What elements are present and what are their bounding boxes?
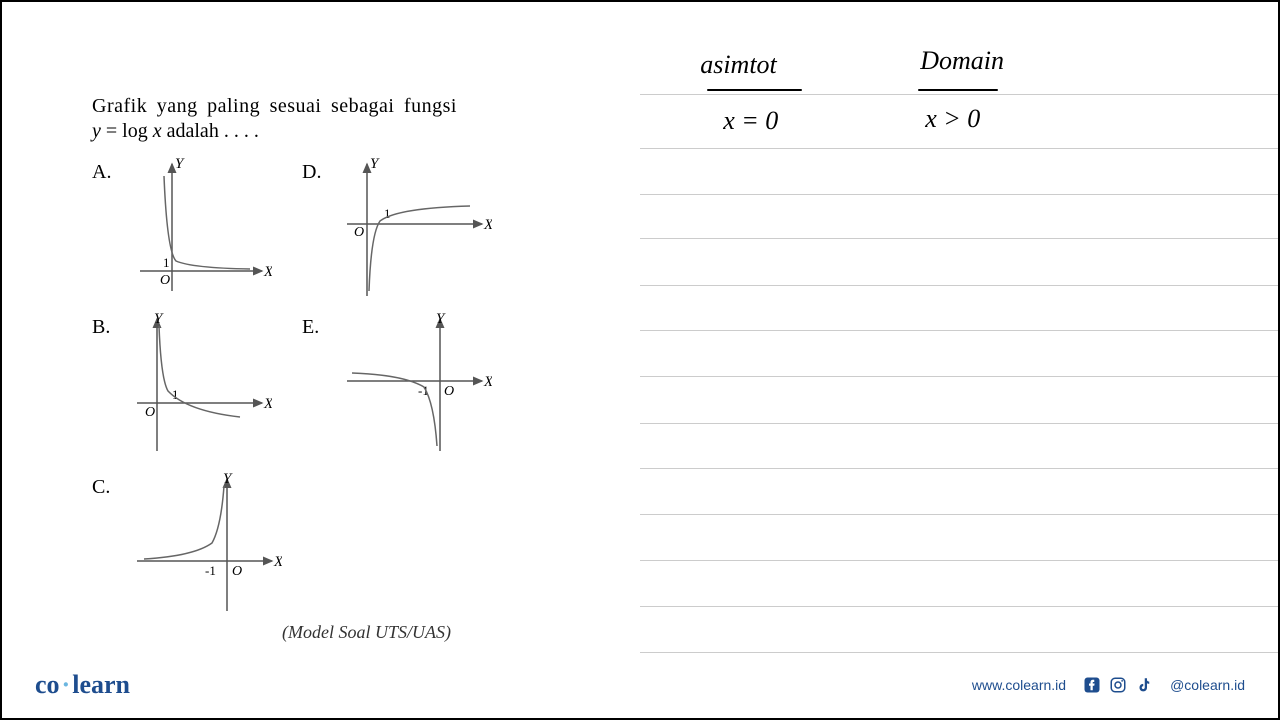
hw-x-eq-0: x = 0	[723, 106, 778, 136]
option-d-label: D.	[302, 161, 321, 184]
point-label: -1	[205, 563, 216, 578]
notes-panel: asimtot x = 0 Domain x > 0	[640, 2, 1278, 718]
rule-line	[640, 194, 1278, 195]
rule-line	[640, 238, 1278, 239]
logo-part2: learn	[72, 670, 130, 699]
axis-y-label: Y	[154, 311, 164, 327]
social-handle: @colearn.id	[1170, 677, 1245, 693]
hw-domain: Domain	[920, 46, 1004, 76]
origin-label: O	[444, 384, 454, 399]
logo-dot: ·	[62, 670, 71, 699]
point-label: 1	[172, 387, 179, 402]
rule-line	[640, 514, 1278, 515]
axis-x-label: X	[483, 217, 492, 233]
axis-y-label: Y	[223, 471, 233, 487]
rule-line	[640, 652, 1278, 653]
hw-underline2	[918, 89, 998, 91]
rule-line	[640, 148, 1278, 149]
axis-x-label: X	[273, 554, 282, 570]
graph-a: X Y O 1	[132, 156, 272, 296]
rule-line	[640, 376, 1278, 377]
question-panel: Grafik yang paling sesuai sebagai fungsi…	[2, 2, 640, 718]
origin-label: O	[354, 225, 364, 240]
social-icons	[1082, 675, 1154, 695]
option-c-label: C.	[92, 476, 110, 499]
axis-x-label: X	[263, 264, 272, 280]
rule-line	[640, 330, 1278, 331]
logo: co·learn	[35, 670, 130, 700]
hw-asimtot: asimtot	[700, 50, 777, 80]
rule-line	[640, 285, 1278, 286]
hw-x-gt-0: x > 0	[925, 104, 980, 134]
rule-line	[640, 94, 1278, 95]
option-e-label: E.	[302, 316, 319, 339]
axis-x-label: X	[263, 396, 272, 412]
hw-underline1	[707, 89, 802, 91]
question-line2: y = log x adalah . . . .	[92, 120, 600, 143]
axis-y-label: Y	[370, 156, 380, 172]
logo-part1: co	[35, 670, 60, 699]
origin-label: O	[145, 405, 155, 420]
option-b-label: B.	[92, 316, 110, 339]
graph-b: X Y O 1	[132, 311, 272, 456]
origin-label: O	[232, 564, 242, 579]
tiktok-icon[interactable]	[1134, 675, 1154, 695]
axis-y-label: Y	[436, 311, 446, 327]
axis-y-label: Y	[175, 156, 185, 172]
footer-right: www.colearn.id @colearn.id	[972, 675, 1245, 695]
rule-line	[640, 423, 1278, 424]
facebook-icon[interactable]	[1082, 675, 1102, 695]
source-text: (Model Soal UTS/UAS)	[282, 622, 451, 643]
main-container: Grafik yang paling sesuai sebagai fungsi…	[0, 0, 1280, 720]
option-a-label: A.	[92, 161, 111, 184]
rule-line	[640, 468, 1278, 469]
origin-label: O	[160, 273, 170, 288]
graph-c: X Y O -1	[132, 471, 282, 616]
website-link[interactable]: www.colearn.id	[972, 677, 1066, 693]
rule-line	[640, 560, 1278, 561]
rule-line	[640, 606, 1278, 607]
footer: co·learn www.colearn.id @colearn.id	[0, 670, 1280, 700]
axis-x-label: X	[483, 374, 492, 390]
graph-e: X Y O -1	[342, 311, 492, 456]
graph-d: X Y O 1	[342, 156, 492, 301]
question-line1: Grafik yang paling sesuai sebagai fungsi	[92, 92, 600, 120]
instagram-icon[interactable]	[1108, 675, 1128, 695]
point-label: 1	[163, 255, 170, 270]
